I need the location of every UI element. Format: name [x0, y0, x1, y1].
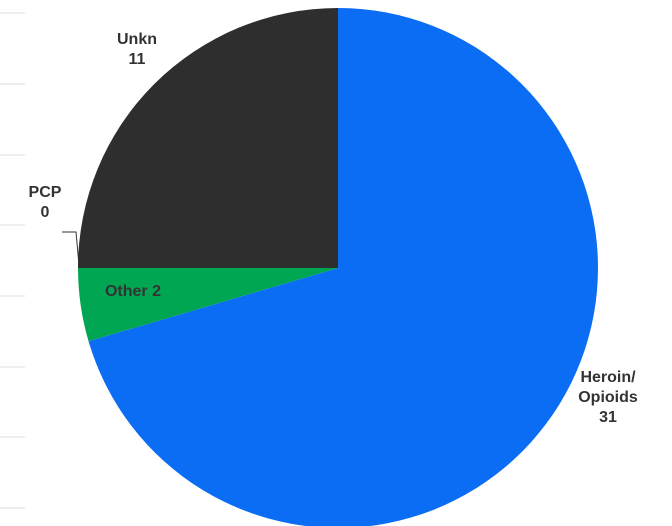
- leader-line: [62, 231, 80, 266]
- label-box: PCP 0: [20, 183, 70, 223]
- pie-slice: [78, 8, 338, 268]
- label-value: 0: [40, 204, 50, 221]
- label-category: PCP: [28, 184, 62, 201]
- slice-label: PCP 0: [20, 183, 70, 223]
- label-category: Other: [104, 283, 148, 300]
- pie-slice: [78, 268, 338, 342]
- label-category: Heroin/ Opioids: [578, 369, 638, 406]
- background-rules: [0, 12, 25, 509]
- label-box: Unkn 11: [92, 30, 182, 70]
- slice-label: Other 2: [80, 282, 186, 302]
- label-box: Other 2: [80, 282, 186, 302]
- slice-label: Unkn 11: [92, 30, 182, 70]
- label-value: 31: [599, 409, 617, 426]
- pie-slice: [88, 8, 598, 526]
- label-box: Heroin/ Opioids 31: [560, 368, 656, 428]
- label-value: 11: [128, 51, 146, 68]
- label-value: 2: [152, 283, 162, 300]
- label-category: Unkn: [117, 31, 157, 48]
- slice-label: Heroin/ Opioids 31: [560, 368, 656, 428]
